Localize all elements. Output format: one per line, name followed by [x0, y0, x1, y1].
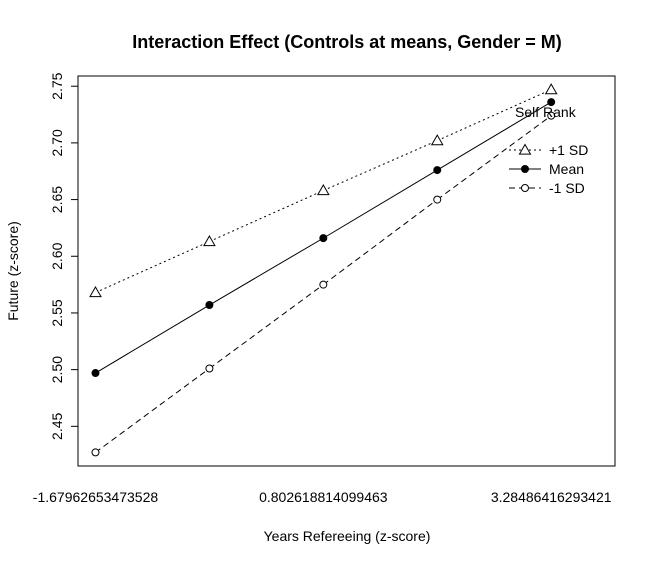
- y-tick-label: 2.60: [49, 242, 65, 269]
- data-point: [430, 134, 444, 146]
- data-point: [316, 183, 330, 196]
- legend-marker: [518, 143, 532, 155]
- series-segment: [436, 115, 552, 200]
- legend-entry: -1 SD: [509, 180, 585, 196]
- data-point: [205, 301, 214, 310]
- data-point: [319, 280, 328, 289]
- series-segment: [95, 304, 210, 374]
- data-point: [91, 448, 100, 457]
- data-point: [544, 83, 558, 95]
- series-segment: [323, 199, 438, 286]
- legend-marker: [521, 165, 529, 173]
- y-tick-label: 2.70: [49, 129, 65, 156]
- data-point: [547, 98, 556, 107]
- series-2: [91, 111, 556, 457]
- y-axis-label: Future (z-score): [5, 221, 21, 321]
- legend-entry: Mean: [509, 161, 584, 177]
- series-0: [89, 83, 558, 298]
- legend: Self Rank +1 SD Mean -1 SD: [509, 104, 588, 196]
- y-tick-label: 2.50: [49, 356, 65, 383]
- series-1: [91, 98, 556, 378]
- x-axis: -1.67962653473528 0.802618814099463 3.2848…: [33, 489, 612, 505]
- y-tick-label: 2.55: [49, 299, 65, 326]
- chart-title: Interaction Effect (Controls at means, G…: [132, 32, 562, 52]
- series-layer: [89, 83, 558, 457]
- legend-label: -1 SD: [549, 180, 585, 196]
- data-point: [433, 166, 442, 175]
- y-tick-label: 2.65: [49, 186, 65, 213]
- legend-label: Mean: [549, 161, 584, 177]
- x-axis-label: Years Refereeing (z-score): [264, 528, 431, 544]
- series-segment: [95, 368, 210, 453]
- data-point: [547, 111, 556, 120]
- plot-frame: [77, 75, 616, 467]
- data-point: [205, 364, 214, 373]
- data-point: [433, 195, 442, 204]
- series-segment: [323, 169, 438, 239]
- legend-entry: +1 SD: [509, 142, 588, 158]
- data-point: [91, 369, 100, 378]
- series-segment: [95, 241, 210, 293]
- x-tick-label: 3.28486416293421: [491, 489, 612, 505]
- x-tick-label: 0.802618814099463: [259, 489, 388, 505]
- series-segment: [209, 284, 324, 369]
- legend-title: Self Rank: [515, 104, 577, 120]
- series-segment: [437, 89, 552, 142]
- x-tick-label: -1.67962653473528: [33, 489, 159, 505]
- series-segment: [209, 237, 324, 306]
- data-point: [89, 286, 102, 298]
- legend-marker: [521, 184, 529, 192]
- series-segment: [437, 101, 552, 171]
- data-point: [319, 234, 328, 243]
- series-segment: [209, 190, 324, 242]
- y-tick-label: 2.45: [49, 412, 65, 439]
- data-point: [203, 235, 216, 247]
- y-tick-label: 2.75: [49, 72, 65, 99]
- y-axis: 2.45 2.50 2.55 2.60 2.65 2.70 2.75: [49, 72, 78, 440]
- legend-label: +1 SD: [549, 142, 588, 158]
- series-segment: [323, 140, 438, 191]
